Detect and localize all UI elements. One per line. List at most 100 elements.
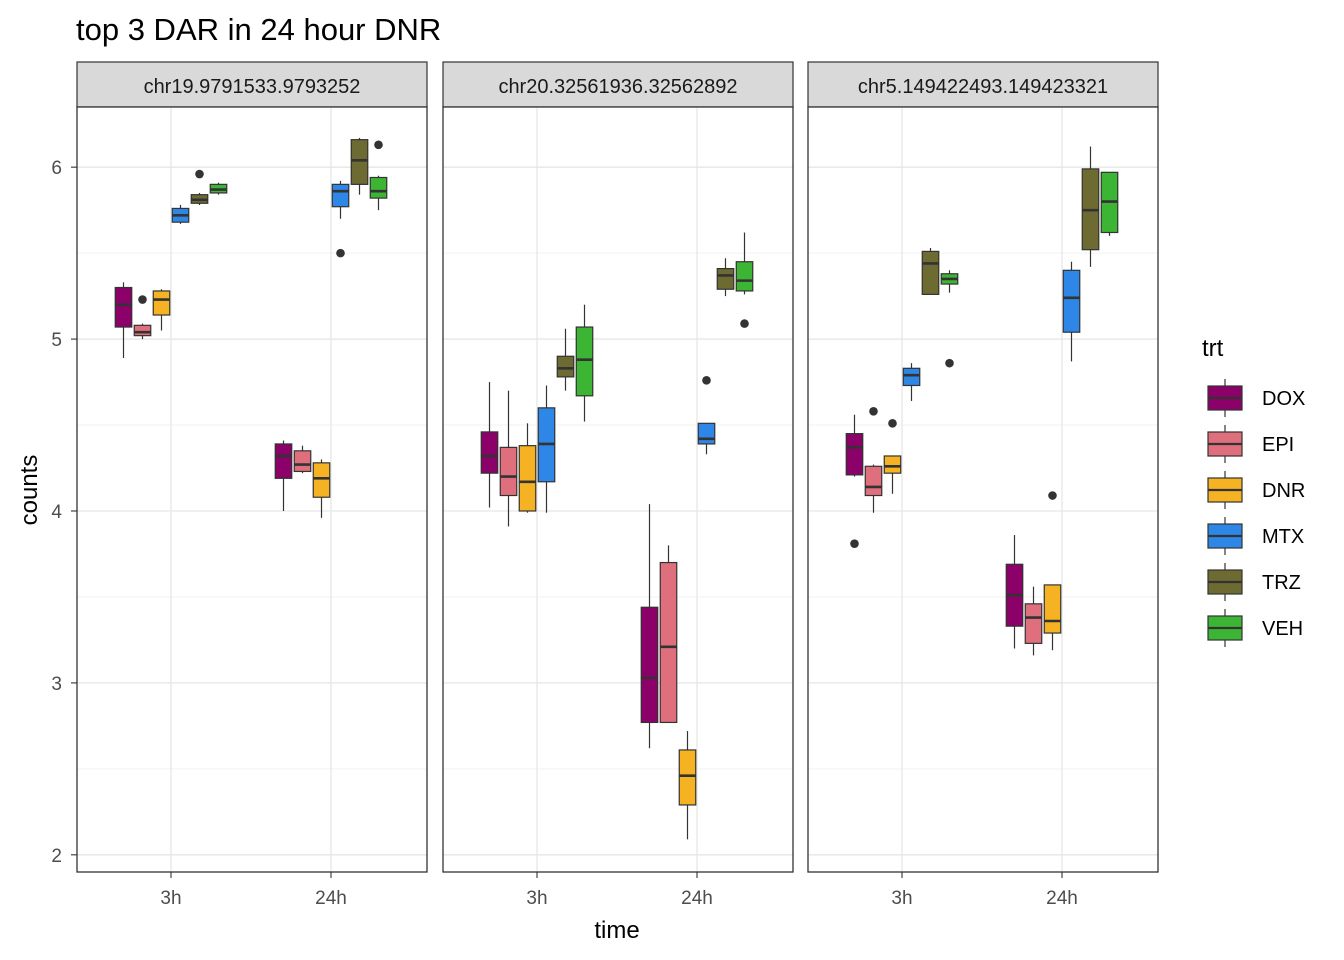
box-body [883, 455, 902, 474]
box-veh-3h [209, 182, 228, 195]
box-body [1024, 603, 1043, 644]
panel-border [442, 106, 794, 873]
y-tick-label: 2 [51, 846, 62, 867]
box-body [518, 445, 537, 512]
box-dnr-24h [312, 459, 331, 518]
legend-item-veh: VEH [1207, 609, 1303, 647]
box-body [697, 422, 716, 445]
box-body [716, 267, 735, 290]
box-dox-24h [274, 440, 293, 511]
legend-label: DOX [1262, 388, 1305, 410]
box-mtx-24h [1062, 261, 1081, 362]
box-trz-24h [716, 258, 735, 297]
y-tick-label: 5 [51, 330, 62, 351]
box-mtx-24h [331, 180, 350, 258]
box-body [902, 367, 921, 387]
box-body [735, 261, 754, 292]
box-trz-24h [1081, 146, 1100, 267]
box-veh-24h [369, 140, 388, 211]
box-epi-3h [864, 406, 883, 513]
box-epi-24h [293, 445, 312, 474]
box-body [133, 324, 152, 337]
legend-label: DNR [1262, 480, 1305, 502]
box-body [499, 446, 518, 497]
box-body [1043, 584, 1062, 634]
y-tick-label: 4 [51, 502, 62, 523]
box-trz-3h [190, 169, 209, 205]
panel-border [807, 106, 1159, 873]
outlier-point [888, 419, 897, 428]
box-dox-3h [114, 282, 133, 358]
legend-item-trz: TRZ [1207, 563, 1301, 601]
facet-strip [807, 61, 1159, 108]
facet-panel: chr19.9791533.9793252 3h 24h [76, 61, 428, 909]
outlier-point [336, 248, 345, 258]
box-mtx-3h [537, 385, 556, 513]
x-tick-label: 3h [160, 888, 181, 909]
box-veh-24h [1100, 171, 1119, 236]
outlier-point [1048, 491, 1057, 500]
box-body [864, 465, 883, 497]
outlier-point [850, 539, 859, 548]
box-body [369, 176, 388, 199]
box-mtx-3h [902, 363, 921, 401]
box-dnr-3h [883, 419, 902, 494]
facet-strip-label: chr5.149422493.149423321 [858, 76, 1108, 98]
box-epi-3h [133, 295, 152, 340]
y-tick-label: 3 [51, 674, 62, 695]
facet-strip [442, 61, 794, 108]
box-body [845, 433, 864, 476]
box-body [678, 749, 697, 806]
legend: trt DOX EPI DNR MTX TRZ VEH [1202, 335, 1305, 647]
facet-strip-label: chr19.9791533.9793252 [144, 76, 361, 98]
facet-panel: chr5.149422493.149423321 3h 24h [807, 61, 1159, 909]
box-body [659, 561, 678, 724]
outlier-point [945, 358, 954, 368]
box-body [1062, 269, 1081, 333]
panel-background [443, 107, 793, 872]
x-tick-label: 3h [891, 888, 912, 909]
legend-label: TRZ [1262, 572, 1301, 594]
legend-label: VEH [1262, 618, 1303, 640]
box-dox-24h [640, 504, 659, 749]
box-body [921, 250, 940, 295]
box-mtx-24h [697, 376, 716, 455]
box-epi-3h [499, 390, 518, 527]
legend-item-epi: EPI [1207, 425, 1294, 463]
facet-panel: chr20.32561936.32562892 3h 24h [442, 61, 794, 909]
outlier-point [702, 376, 711, 385]
box-body [114, 286, 133, 328]
outlier-point [195, 169, 204, 179]
panel-border [76, 106, 428, 873]
box-epi-24h [1024, 586, 1043, 656]
y-axis-title: counts [16, 455, 43, 526]
x-tick-label: 24h [1046, 888, 1078, 909]
box-dox-3h [480, 382, 499, 508]
legend-item-dox: DOX [1207, 379, 1305, 417]
box-body [350, 139, 369, 185]
chart-title: top 3 DAR in 24 hour DNR [76, 12, 441, 47]
box-trz-3h [556, 328, 575, 391]
box-dox-24h [1005, 535, 1024, 649]
box-body [312, 462, 331, 498]
x-tick-label: 24h [315, 888, 347, 909]
facet-strip-label: chr20.32561936.32562892 [498, 76, 737, 98]
y-tick-label: 6 [51, 158, 62, 179]
box-body [152, 290, 171, 316]
box-body [556, 355, 575, 378]
box-dox-3h [845, 414, 864, 548]
x-tick-label: 24h [681, 888, 713, 909]
box-body [480, 431, 499, 474]
box-body [575, 326, 594, 397]
box-veh-3h [575, 304, 594, 422]
box-body [293, 450, 312, 473]
box-trz-3h [921, 247, 940, 295]
legend-label: EPI [1262, 434, 1294, 456]
box-dnr-3h [152, 289, 171, 331]
box-veh-3h [940, 270, 959, 368]
box-dnr-3h [518, 423, 537, 513]
box-mtx-3h [171, 204, 190, 224]
box-body [274, 443, 293, 479]
